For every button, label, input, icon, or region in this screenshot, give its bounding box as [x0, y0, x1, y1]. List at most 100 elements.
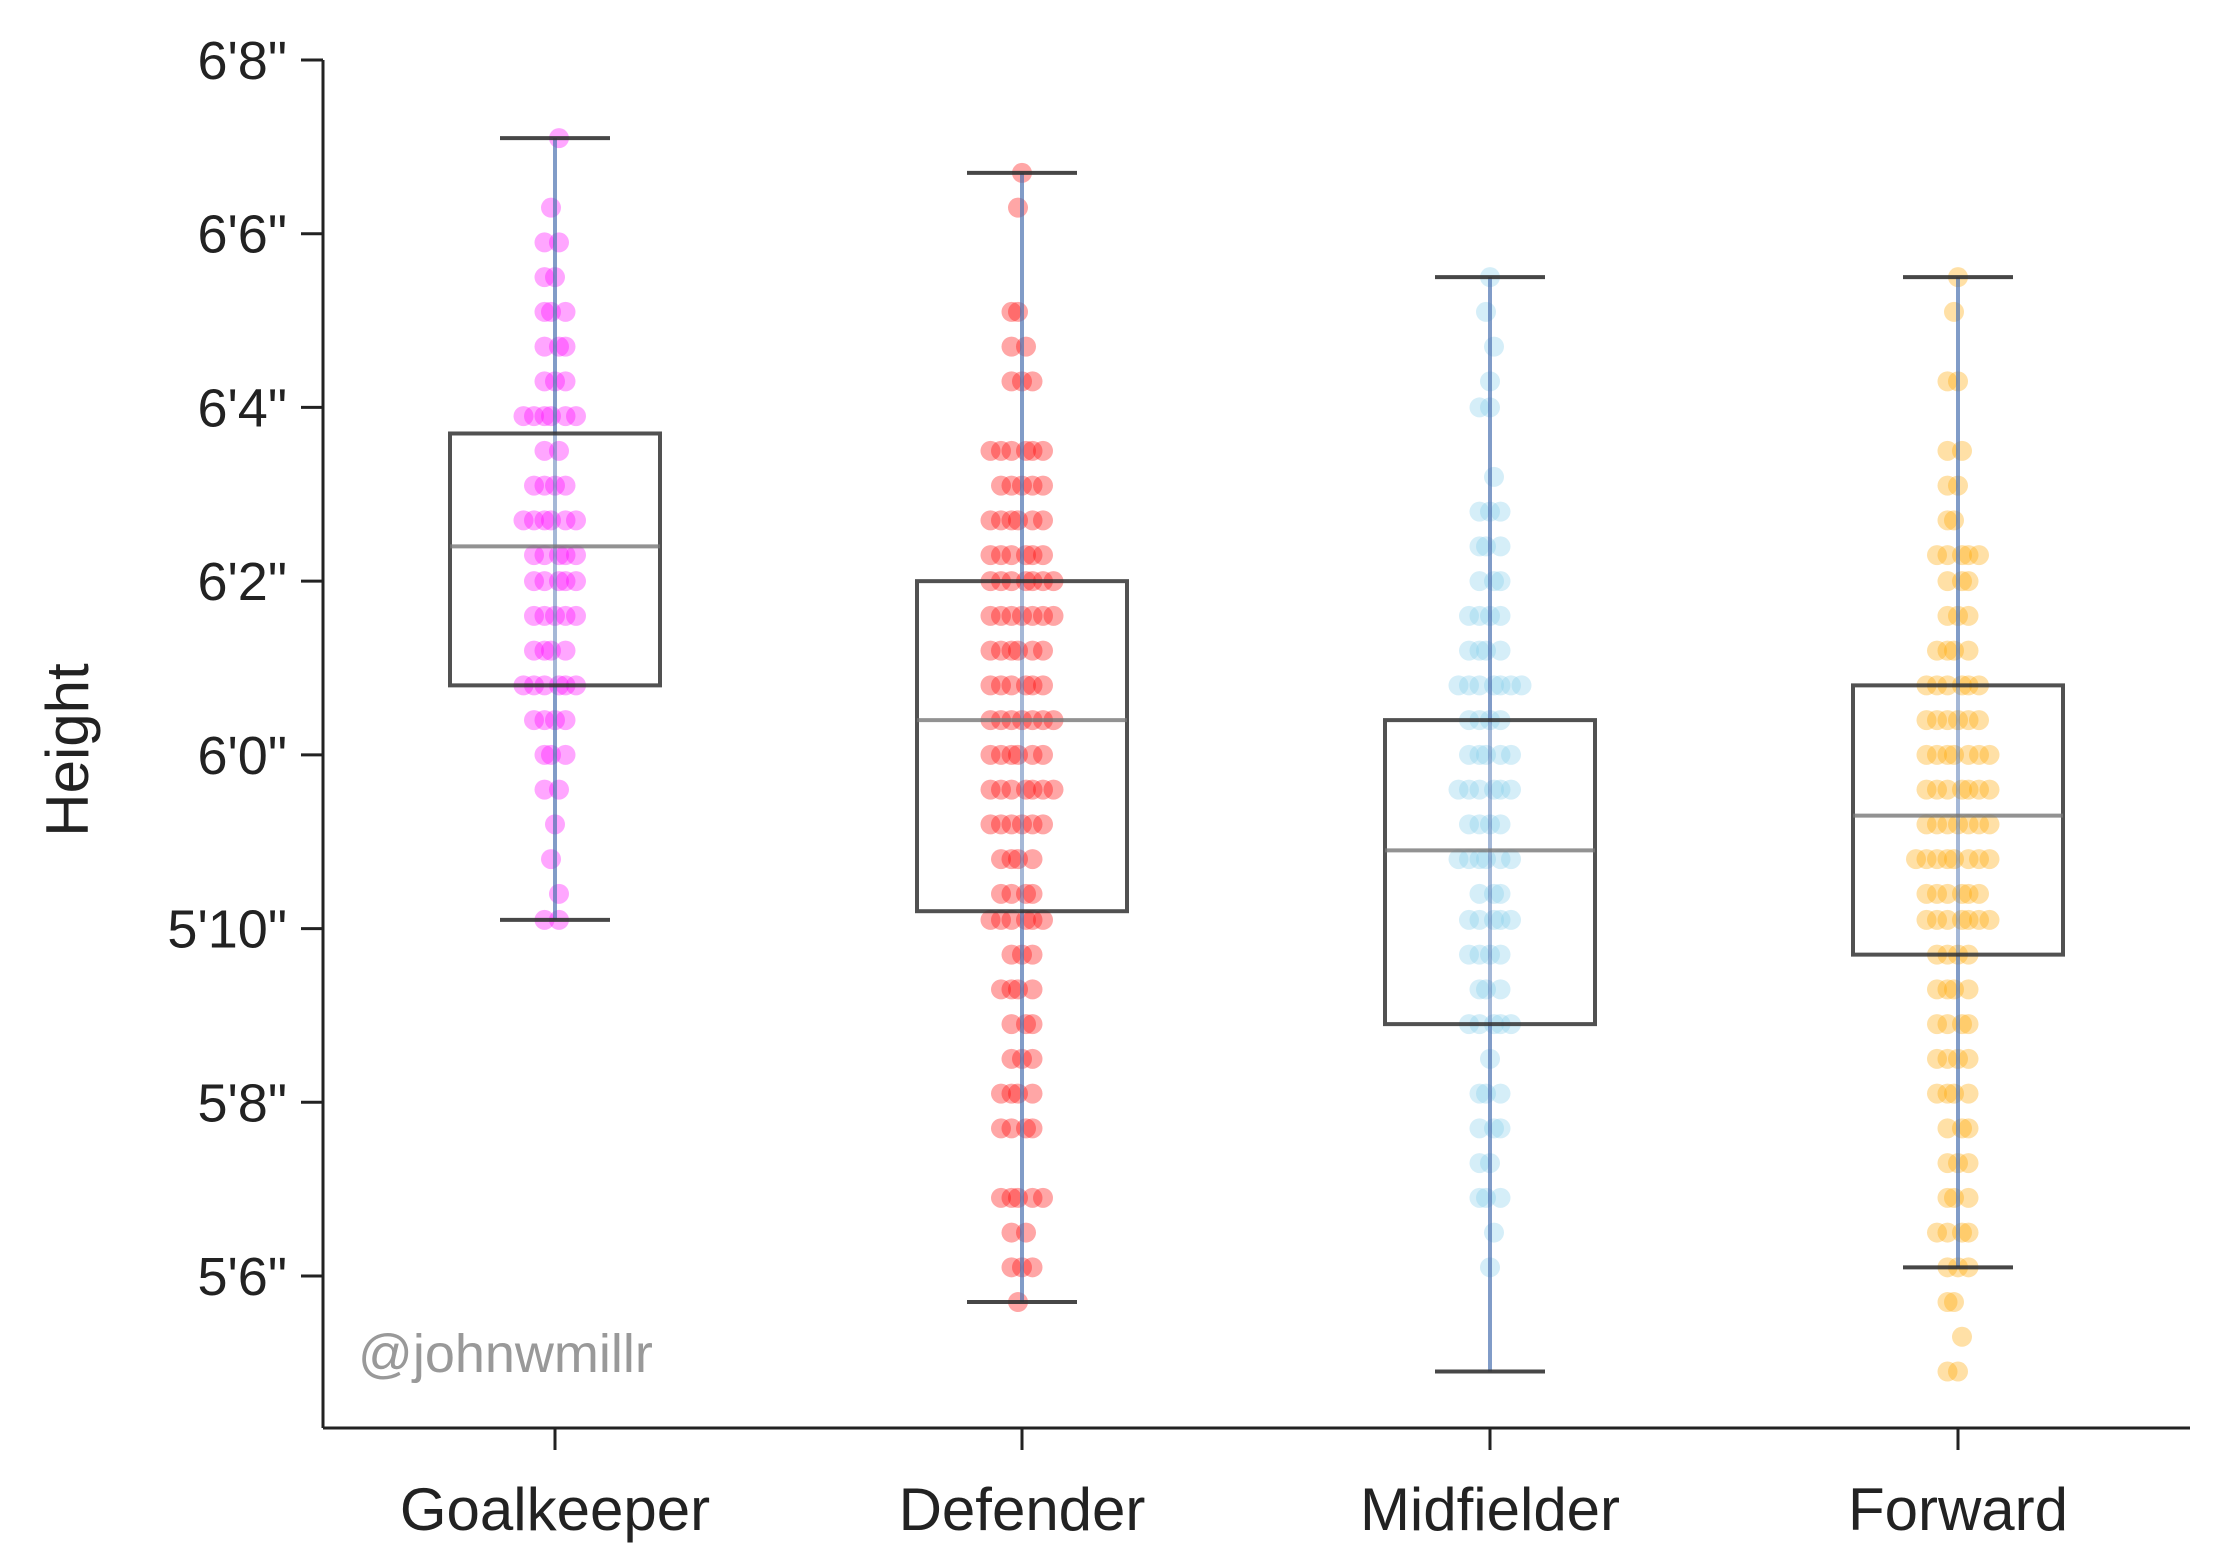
data-point: [534, 605, 555, 626]
data-point: [1937, 371, 1958, 392]
data-point: [991, 744, 1011, 765]
data-point: [1916, 779, 1937, 800]
data-point: [1022, 814, 1043, 835]
data-point: [1937, 545, 1958, 566]
data-point: [1001, 301, 1022, 322]
data-point: [1958, 1222, 1979, 1243]
data-point: [524, 545, 544, 566]
data-point: [1937, 849, 1958, 870]
data-point: [1001, 371, 1022, 392]
data-point: [1001, 744, 1022, 765]
data-point: [1033, 744, 1053, 765]
data-point: [1937, 475, 1958, 496]
data-point: [1022, 371, 1043, 392]
data-point: [1501, 675, 1521, 696]
data-point: [1022, 744, 1043, 765]
data-point: [1001, 545, 1022, 566]
data-point: [1958, 883, 1979, 904]
data-point: [991, 545, 1011, 566]
data-point: [991, 605, 1011, 626]
y-tick-label: 6'2": [197, 552, 287, 612]
data-point: [1469, 744, 1490, 765]
data-point: [1490, 814, 1511, 835]
data-point: [1008, 197, 1028, 218]
data-point: [1469, 883, 1490, 904]
data-point: [1033, 605, 1053, 626]
interquartile-box: [1851, 683, 2065, 957]
data-point: [1469, 397, 1490, 418]
data-point: [1927, 1222, 1947, 1243]
data-point: [1022, 440, 1043, 461]
data-point: [1001, 675, 1022, 696]
data-point: [1490, 979, 1511, 1000]
data-point: [1958, 640, 1979, 661]
data-point: [555, 710, 576, 731]
data-point: [524, 406, 544, 427]
point-group-goalkeeper: [513, 128, 586, 930]
data-point: [1979, 849, 2000, 870]
data-point: [980, 909, 1001, 930]
data-point: [1459, 944, 1479, 965]
data-point: [555, 336, 576, 357]
data-point: [1001, 883, 1022, 904]
data-point: [991, 779, 1011, 800]
data-point: [1969, 883, 1989, 904]
data-point: [1937, 779, 1958, 800]
data-point: [1958, 779, 1979, 800]
data-point: [1001, 1048, 1022, 1069]
axes: [321, 60, 2190, 1430]
data-point: [1490, 779, 1511, 800]
data-point: [1459, 814, 1479, 835]
data-point: [534, 371, 555, 392]
data-point: [1001, 814, 1022, 835]
data-point: [1937, 1083, 1958, 1104]
data-point: [534, 267, 555, 288]
data-point: [1501, 779, 1521, 800]
data-point: [1927, 814, 1947, 835]
data-point: [1490, 744, 1511, 765]
data-point: [1469, 814, 1490, 835]
data-point: [1001, 336, 1022, 357]
data-point: [1906, 849, 1926, 870]
data-point: [1033, 675, 1053, 696]
data-point: [1033, 545, 1053, 566]
data-point: [1958, 1083, 1979, 1104]
data-point: [1001, 1118, 1022, 1139]
data-point: [534, 475, 555, 496]
data-point: [1469, 779, 1490, 800]
data-point: [1490, 849, 1511, 870]
data-point: [1927, 849, 1947, 870]
data-point: [980, 640, 1001, 661]
data-point: [980, 545, 1001, 566]
data-point: [1476, 301, 1496, 322]
axis-ticks: 5'6" 5'8" 5'10" 6'0" 6'2" 6'4" 6'6" 6'8" Goalkee…: [167, 31, 2068, 1543]
data-point: [1979, 779, 2000, 800]
data-point: [1469, 571, 1490, 592]
data-point: [1916, 814, 1937, 835]
data-point: [1916, 849, 1937, 870]
data-point: [1469, 1118, 1490, 1139]
data-point: [1001, 1187, 1022, 1208]
data-point: [1937, 1014, 1958, 1035]
data-point: [541, 849, 561, 870]
data-point: [991, 675, 1011, 696]
data-point: [1927, 640, 1947, 661]
data-point: [1969, 849, 1989, 870]
y-axis-title: Height: [34, 663, 101, 837]
data-point: [1958, 849, 1979, 870]
data-point: [555, 475, 576, 496]
data-point: [1001, 440, 1022, 461]
data-point: [1001, 909, 1022, 930]
data-point: [1001, 1222, 1022, 1243]
data-point: [555, 571, 576, 592]
data-point: [1916, 909, 1937, 930]
data-point: [566, 545, 586, 566]
data-point: [1958, 545, 1979, 566]
data-point: [1469, 1187, 1490, 1208]
data-point: [1022, 1014, 1043, 1035]
data-point: [1022, 1118, 1043, 1139]
data-point: [1022, 475, 1043, 496]
data-point: [524, 571, 544, 592]
data-point: [1469, 1153, 1490, 1174]
